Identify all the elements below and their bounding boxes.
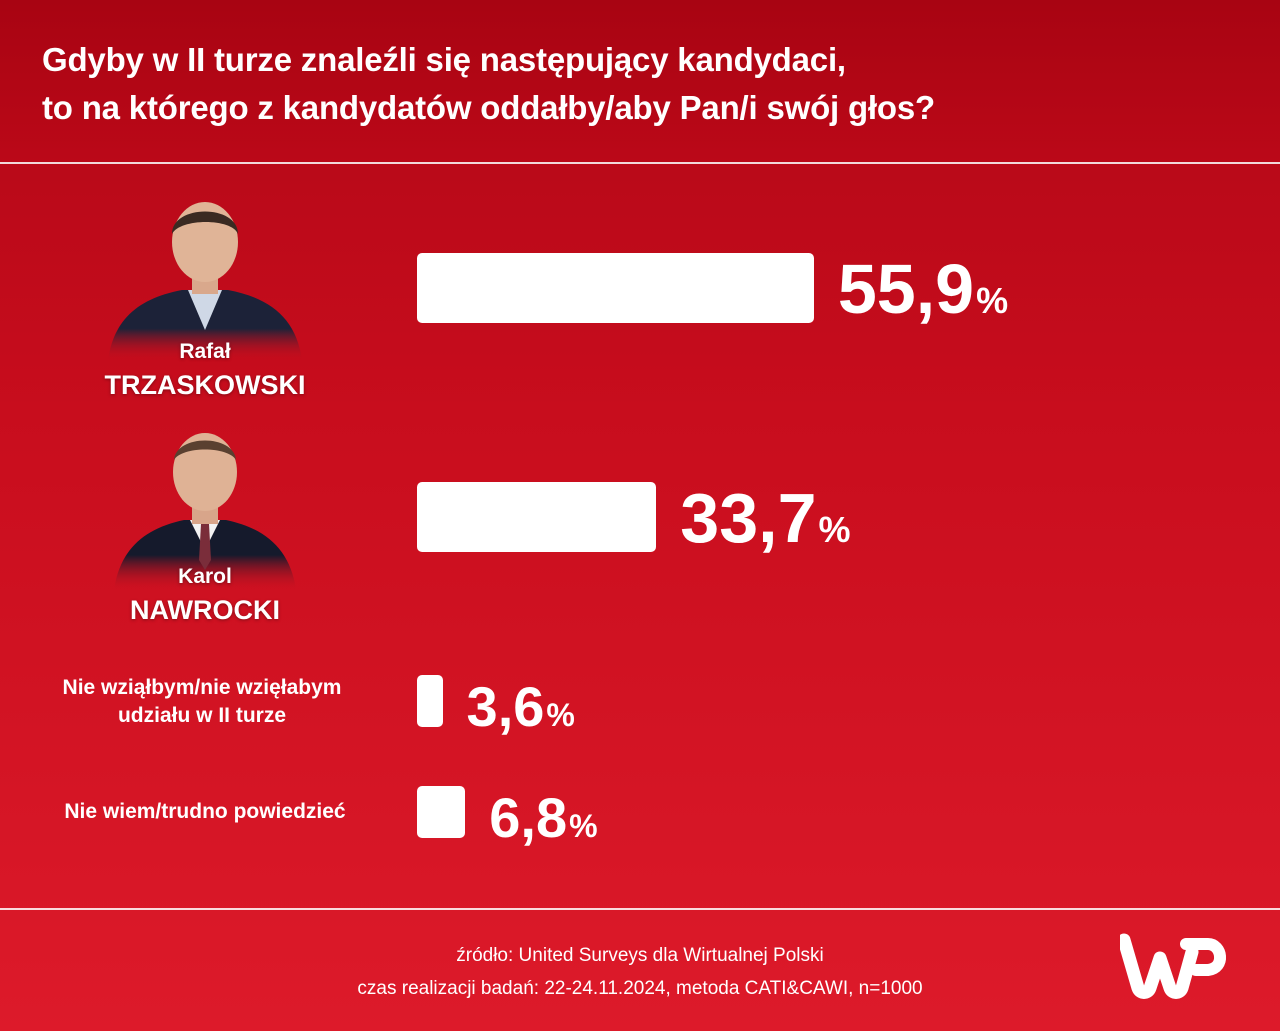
option-label-dont-know: Nie wiem/trudno powiedzieć — [5, 798, 405, 826]
option-label-line: Nie wziąłbym/nie wzięłabym — [62, 676, 342, 699]
value-label: 3,6% — [467, 672, 575, 742]
option-label-no-vote: Nie wziąłbym/nie wzięłabym udziału w II … — [2, 674, 402, 730]
candidate-first-name: Karol — [178, 565, 232, 588]
source-line: źródło: United Surveys dla Wirtualnej Po… — [456, 945, 824, 966]
percent-sign: % — [569, 808, 598, 844]
option-label-line: udziału w II turze — [117, 704, 286, 727]
bar-dont-know — [417, 786, 466, 838]
candidate-first-name: Rafał — [179, 340, 231, 363]
percent-sign: % — [818, 509, 851, 550]
value-number: 6,8 — [489, 786, 568, 849]
option-label-line: Nie wiem/trudno powiedzieć — [64, 800, 346, 823]
value-number: 3,6 — [466, 675, 545, 738]
candidate-photo-trzaskowski — [100, 190, 310, 360]
candidate-last-name: NAWROCKI — [130, 595, 280, 625]
footer: źródło: United Surveys dla Wirtualnej Po… — [0, 908, 1280, 1031]
candidate-photo-nawrocki — [100, 420, 310, 590]
title-line-1: Gdyby w II turze znaleźli się następując… — [42, 41, 846, 78]
title-line-2: to na którego z kandydatów oddałby/aby P… — [42, 89, 935, 126]
value-label: 6,8% — [489, 783, 597, 853]
survey-details: czas realizacji badań: 22-24.11.2024, me… — [357, 978, 923, 999]
value-number: 33,7 — [680, 479, 817, 557]
value-number: 55,9 — [837, 250, 975, 328]
percent-sign: % — [546, 697, 575, 733]
bar-trzaskowski — [417, 253, 814, 323]
header: Gdyby w II turze znaleźli się następując… — [0, 0, 1280, 164]
percent-sign: % — [976, 280, 1009, 321]
wp-logo-icon — [1120, 933, 1226, 999]
candidate-last-name: TRZASKOWSKI — [104, 370, 306, 400]
bar-no-vote — [417, 675, 443, 727]
bar-nawrocki — [417, 482, 657, 552]
value-label: 55,9% — [838, 254, 1008, 324]
value-label: 33,7% — [680, 483, 850, 553]
